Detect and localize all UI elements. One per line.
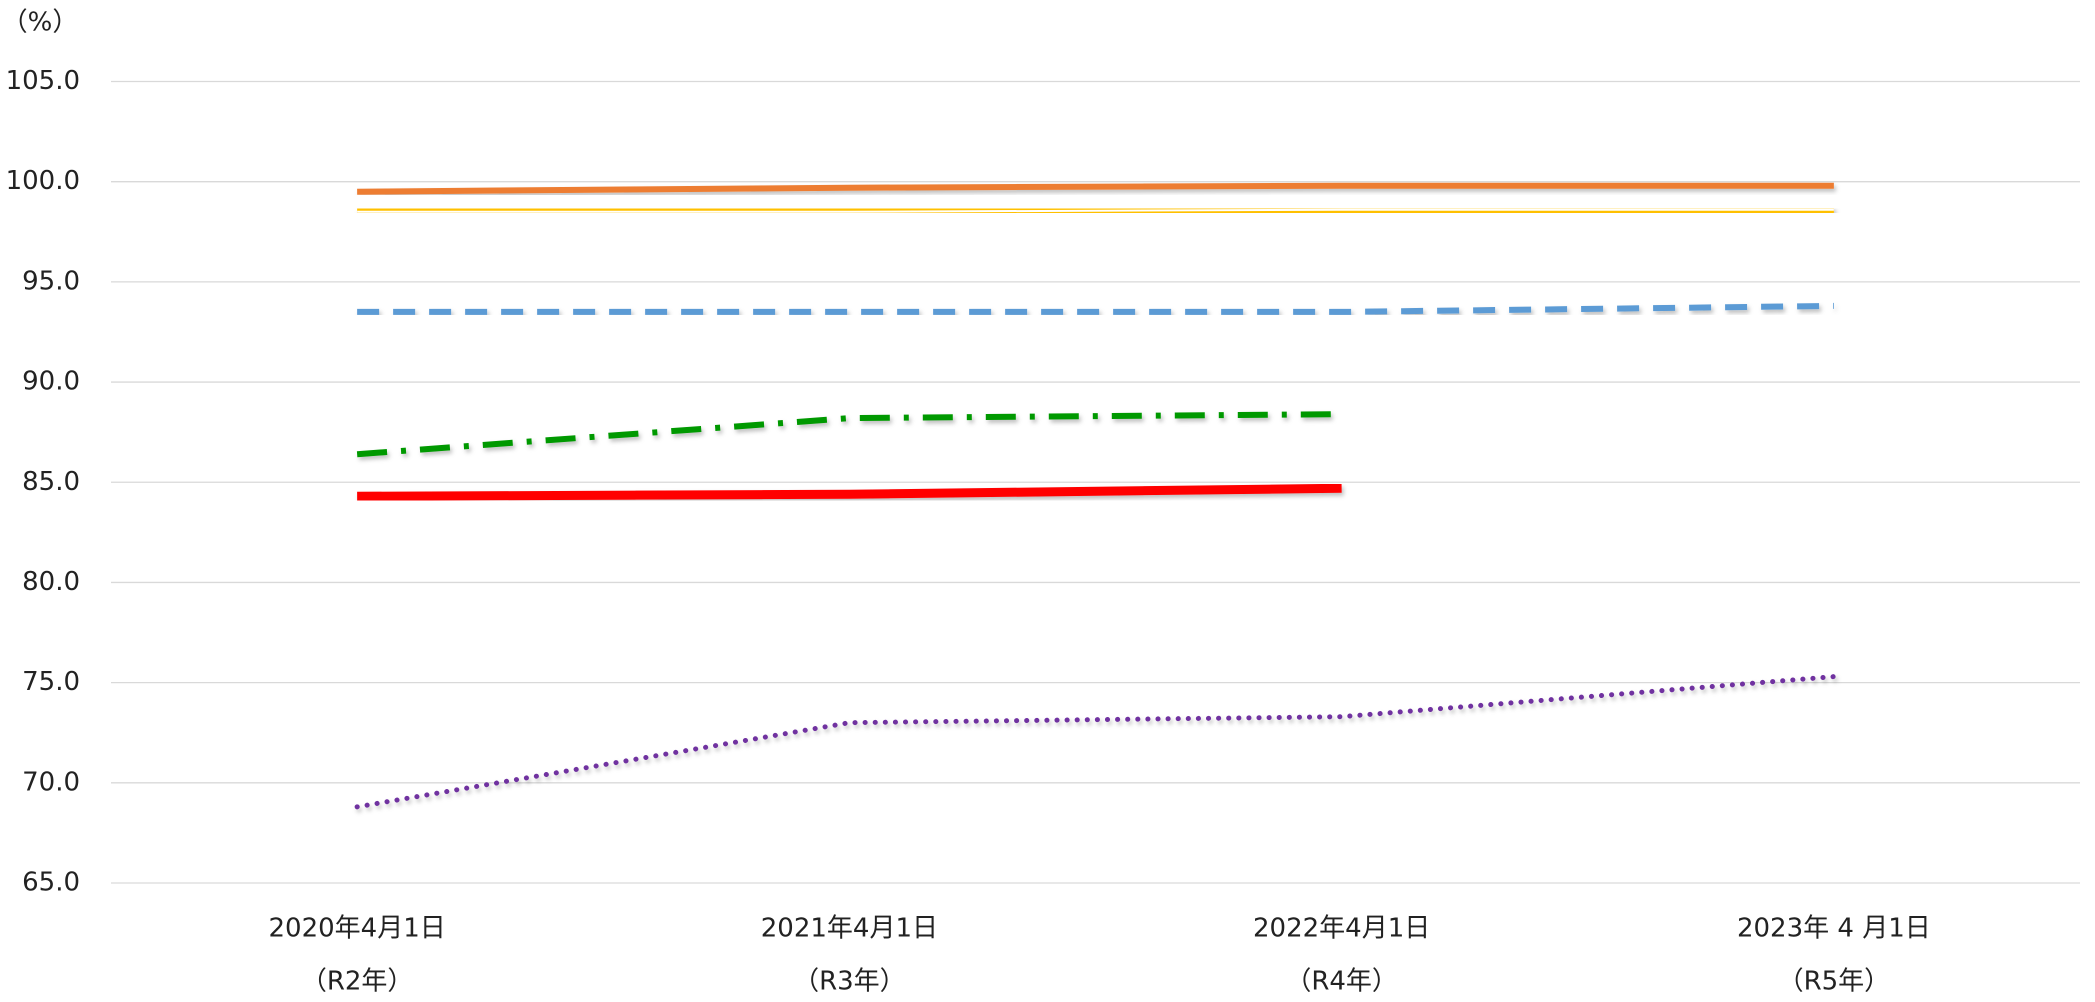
series-line (357, 182, 1834, 195)
x-tick-label: （R3年） (793, 967, 906, 997)
series-line (357, 483, 1342, 501)
y-tick-label: 70.0 (22, 767, 80, 797)
x-tick-label: 2023年 4 月1日 (1737, 914, 1931, 944)
y-axis-unit: （%） (2, 8, 79, 38)
y-tick-label: 105.0 (6, 66, 80, 96)
y-tick-label: 85.0 (22, 467, 80, 497)
x-tick-label: （R2年） (301, 967, 414, 997)
series-line-inner (357, 208, 1834, 213)
series-line (357, 302, 1834, 315)
y-tick-label: 65.0 (22, 868, 80, 898)
x-tick-label: （R5年） (1778, 967, 1891, 997)
y-tick-label: 100.0 (6, 166, 80, 196)
series-line (354, 674, 1837, 810)
y-tick-label: 75.0 (22, 667, 80, 697)
series-line (356, 411, 1342, 458)
x-tick-label: 2020年4月1日 (268, 914, 445, 944)
x-tick-label: （R4年） (1285, 967, 1398, 997)
y-tick-label: 80.0 (22, 567, 80, 597)
y-tick-label: 95.0 (22, 266, 80, 296)
x-tick-label: 2021年4月1日 (761, 914, 938, 944)
y-tick-label: 90.0 (22, 367, 80, 397)
x-tick-label: 2022年4月1日 (1253, 914, 1430, 944)
